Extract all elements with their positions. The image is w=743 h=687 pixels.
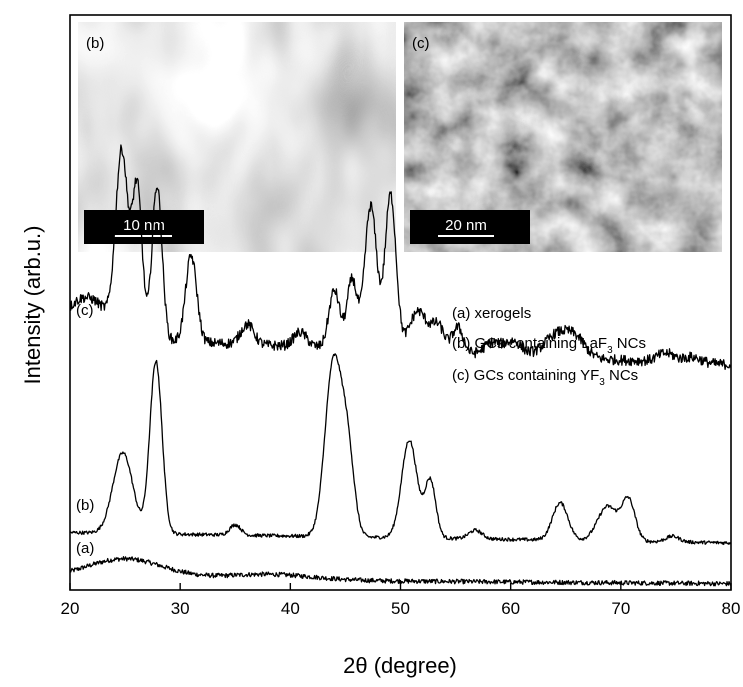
legend-entry-c-sub: 3 — [599, 377, 605, 388]
inset-b-label: (b) — [86, 35, 104, 52]
x-tick-label-30: 30 — [171, 599, 190, 618]
legend-entry-c-text: (c) GCs containing YF — [452, 367, 599, 384]
legend: (a) xerogels (b) GCs containing LaF3 NCs… — [452, 305, 646, 388]
legend-entry-b-sub: 3 — [607, 345, 613, 356]
x-tick-label-70: 70 — [611, 599, 630, 618]
inset-c-scalebar-label: 20 nm — [445, 217, 487, 234]
x-tick-label-50: 50 — [391, 599, 410, 618]
legend-entry-c-suffix: NCs — [605, 367, 638, 384]
x-axis-title-symbol: 2θ — [343, 653, 367, 678]
y-axis-title: Intensity (arb.u.) — [20, 226, 45, 385]
inset-b-scalebar-box — [84, 210, 204, 244]
x-axis-title-unit: (degree) — [374, 653, 457, 678]
x-tick-label-60: 60 — [501, 599, 520, 618]
series-line-b — [69, 353, 732, 546]
x-tick-label-20: 20 — [61, 599, 80, 618]
inset-c-scalebar-box — [410, 210, 530, 244]
x-tick-label-80: 80 — [722, 599, 741, 618]
x-axis-title: 2θ (degree) — [343, 653, 457, 678]
inset-c-label: (c) — [412, 35, 430, 52]
trace-label-b: (b) — [76, 497, 94, 514]
legend-entry-a-text: (a) xerogels — [452, 305, 531, 322]
inset-c: (c) 20 nm — [404, 22, 722, 252]
traces — [69, 144, 732, 587]
legend-entry-b-suffix: NCs — [613, 335, 646, 352]
legend-entry-c: (c) GCs containing YF3 NCs — [452, 367, 638, 388]
x-ticks: 20 30 40 50 60 70 80 — [61, 583, 741, 618]
legend-entry-b-text: (b) GCs containing LaF — [452, 335, 607, 352]
inset-b: (b) 10 nm — [78, 22, 396, 252]
legend-entry-b: (b) GCs containing LaF3 NCs — [452, 335, 646, 356]
trace-label-a: (a) — [76, 540, 94, 557]
series-line-c — [69, 144, 732, 371]
series-line-a — [69, 556, 732, 587]
inset-b-scalebar-label: 10 nm — [123, 217, 165, 234]
trace-label-c: (c) — [76, 302, 94, 319]
legend-entry-a: (a) xerogels — [452, 305, 531, 322]
x-tick-label-40: 40 — [281, 599, 300, 618]
